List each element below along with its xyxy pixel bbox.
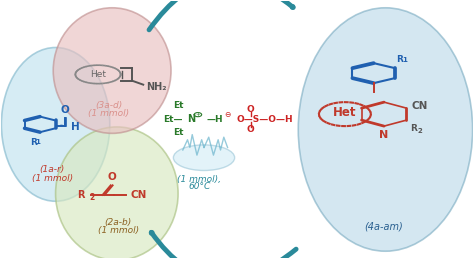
Text: 1: 1 (35, 139, 40, 145)
Text: R: R (396, 55, 403, 63)
FancyArrowPatch shape (151, 232, 296, 259)
Text: 1: 1 (402, 57, 407, 63)
Text: ⊖: ⊖ (224, 110, 231, 119)
Text: Et—: Et— (163, 115, 182, 124)
Text: (1 mmol): (1 mmol) (88, 109, 129, 118)
Text: +: + (195, 112, 200, 117)
Text: (2a-b): (2a-b) (105, 218, 132, 227)
Text: O: O (61, 105, 69, 116)
Text: O: O (247, 104, 255, 113)
Ellipse shape (173, 145, 235, 170)
Text: Het: Het (90, 70, 106, 79)
Text: N: N (379, 130, 389, 140)
Text: R: R (77, 190, 85, 200)
Ellipse shape (53, 8, 171, 133)
Text: (1a-r): (1a-r) (40, 165, 65, 174)
Text: 2: 2 (417, 128, 422, 134)
Text: Et: Et (173, 128, 183, 137)
Text: (4a-am): (4a-am) (365, 222, 403, 232)
Text: CN: CN (411, 102, 428, 111)
Text: R: R (30, 138, 37, 147)
Text: 60°C: 60°C (188, 182, 210, 191)
Text: N: N (187, 114, 195, 124)
Text: R: R (410, 124, 417, 133)
Text: NH₂: NH₂ (146, 82, 167, 92)
Text: O—S—O—H: O—S—O—H (237, 115, 293, 124)
Text: (1 mmol),: (1 mmol), (177, 175, 221, 184)
Ellipse shape (1, 47, 110, 201)
Text: H: H (71, 122, 80, 132)
FancyArrowPatch shape (149, 0, 293, 30)
Ellipse shape (298, 8, 473, 251)
Text: O: O (108, 172, 117, 182)
Text: —H: —H (206, 115, 223, 124)
Text: (3a-d): (3a-d) (95, 101, 122, 110)
Ellipse shape (55, 127, 178, 259)
Text: Het: Het (333, 106, 356, 119)
Text: CN: CN (130, 190, 146, 200)
Text: (1 mmol): (1 mmol) (98, 226, 139, 235)
Text: 2: 2 (90, 193, 95, 203)
Text: Et: Et (173, 101, 183, 110)
Text: O: O (247, 125, 255, 134)
Text: (1 mmol): (1 mmol) (32, 174, 73, 183)
